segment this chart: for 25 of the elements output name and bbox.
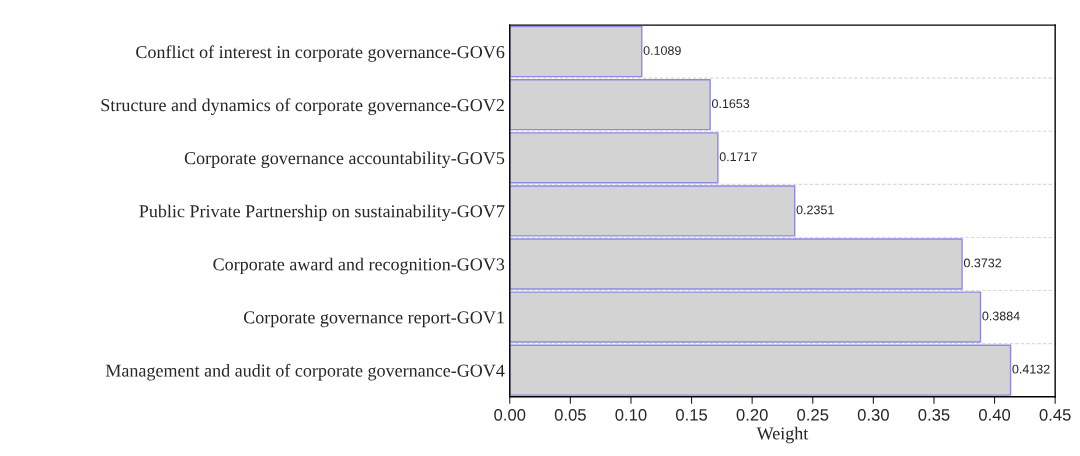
y-tick-label: Conflict of interest in corporate governance-GOV6 bbox=[136, 45, 505, 62]
x-tick-label: 0.10 bbox=[615, 408, 647, 421]
x-tick-label: 0.25 bbox=[797, 408, 829, 421]
x-axis-title: Weight bbox=[756, 426, 809, 444]
x-tick-label: 0.35 bbox=[918, 408, 950, 421]
data-label: 0.1089 bbox=[643, 46, 681, 55]
x-tick-label: 0.05 bbox=[554, 408, 586, 421]
data-label: 0.1653 bbox=[711, 99, 750, 109]
data-label: 0.3732 bbox=[963, 258, 1002, 268]
y-tick-label: Corporate governance report-GOV1 bbox=[243, 311, 504, 328]
x-tick-label: 0.15 bbox=[675, 408, 708, 421]
data-label: 0.3884 bbox=[982, 311, 1020, 321]
y-tick-label: Structure and dynamics of corporate governance-GOV2 bbox=[101, 98, 504, 115]
y-tick-label: Management and audit of corporate governance-GOV4 bbox=[105, 363, 505, 381]
y-tick-label: Corporate award and recognition-GOV3 bbox=[213, 257, 505, 275]
x-tick-label: 0.20 bbox=[736, 408, 768, 421]
x-tick-label: 0.00 bbox=[494, 408, 526, 421]
data-label: 0.1717 bbox=[719, 152, 757, 162]
x-tick-label: 0.40 bbox=[978, 408, 1011, 421]
data-label: 0.2351 bbox=[796, 205, 834, 215]
y-tick-label: Public Private Partnership on sustainability-GOV7 bbox=[139, 204, 505, 222]
y-tick-label: Corporate governance accountability-GOV5 bbox=[184, 151, 505, 168]
x-tick-label: 0.30 bbox=[857, 408, 889, 421]
data-label: 0.4132 bbox=[1012, 364, 1050, 374]
x-tick-label: 0.45 bbox=[1039, 408, 1071, 421]
